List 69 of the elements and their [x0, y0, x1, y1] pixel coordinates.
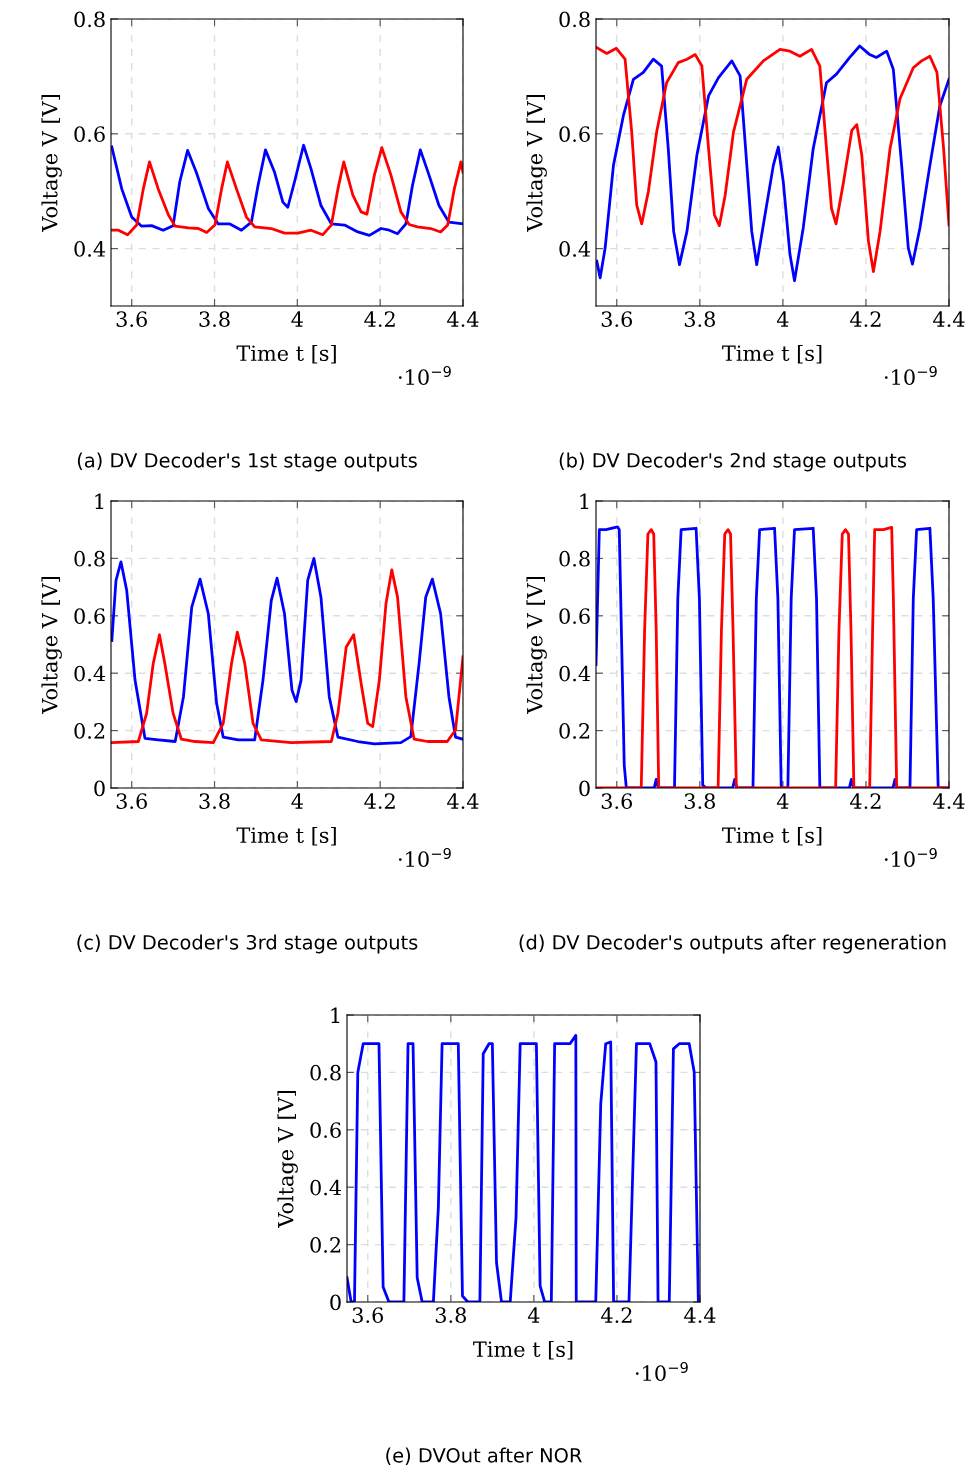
x-tick-label: 3.8: [684, 793, 715, 809]
x-tick-label: 3.6: [352, 1307, 384, 1323]
y-tick-label: 0.8: [559, 11, 590, 28]
y-tick-label: 0: [94, 780, 105, 797]
x-tick-label: 3.6: [601, 793, 633, 809]
y-tick-label: 0.4: [74, 241, 106, 257]
x-tick-label: 3.6: [116, 793, 147, 809]
y-tick-label: 0.4: [74, 665, 106, 682]
x-axis-title: Time t [s]: [236, 826, 336, 846]
x-tick-label: 4.4: [933, 793, 965, 809]
x-tick-label: 4: [776, 311, 789, 327]
y-axis-title: Voltage V [V]: [41, 577, 62, 714]
x-tick-label: 4.4: [447, 311, 479, 327]
text: (a) DV Decoder's 1st stage outputs: [77, 452, 417, 472]
y-tick-label: 0.8: [310, 1064, 341, 1081]
text: ·10$^{−9}$: [398, 365, 451, 386]
x-tick-label: 4.2: [850, 793, 881, 809]
y-tick-label: 0.6: [559, 126, 590, 143]
x-tick-label: 4: [527, 1307, 540, 1323]
y-tick-label: 0.4: [559, 241, 591, 257]
y-tick-label: 0: [579, 780, 590, 797]
y-tick-label: 0.2: [310, 1237, 341, 1253]
y-tick-label: 0.6: [74, 608, 105, 625]
x-tick-label: 4.2: [601, 1307, 632, 1323]
x-axis-title: Time t [s]: [236, 344, 336, 364]
y-tick-label: 0.4: [559, 665, 591, 682]
y-axis-title: Voltage V [V]: [526, 577, 547, 714]
x-tick-label: 4: [291, 311, 303, 327]
x-tick-label: 4: [291, 793, 303, 809]
y-tick-label: 0.2: [559, 723, 590, 739]
text: ·10$^{−9}$: [884, 365, 937, 386]
y-axis-title: Voltage V [V]: [41, 95, 62, 232]
text: ·10$^{−9}$: [635, 1361, 688, 1382]
x-tick-label: 4.4: [684, 1307, 716, 1323]
x-tick-label: 4.2: [364, 793, 395, 809]
y-tick-label: 0.2: [74, 723, 105, 739]
x-tick-label: 3.8: [199, 311, 230, 327]
x-tick-label: 4: [776, 793, 789, 809]
x-tick-label: 4.4: [933, 311, 965, 327]
x-axis-title: Time t [s]: [473, 1340, 573, 1360]
y-axis-title: Voltage V [V]: [277, 1091, 298, 1228]
y-tick-label: 0: [330, 1294, 341, 1311]
x-tick-label: 3.8: [684, 311, 715, 327]
y-tick-label: 0.8: [74, 550, 105, 567]
x-axis-title: Time t [s]: [722, 826, 822, 846]
x-tick-label: 3.8: [435, 1307, 466, 1323]
y-tick-label: 0.6: [310, 1122, 341, 1139]
y-tick-label: 1: [331, 1007, 340, 1023]
x-axis-title: Time t [s]: [722, 344, 822, 364]
text: (b) DV Decoder's 2nd stage outputs: [559, 452, 907, 472]
x-tick-label: 3.8: [199, 793, 230, 809]
x-tick-label: 4.2: [850, 311, 881, 327]
text: (e) DVOut after NOR: [386, 1447, 582, 1465]
x-tick-label: 4.2: [364, 311, 395, 327]
y-tick-label: 0.6: [74, 126, 105, 143]
y-tick-label: 1: [580, 493, 589, 509]
y-tick-label: 0.8: [559, 550, 590, 567]
y-tick-label: 0.8: [74, 11, 105, 28]
y-tick-label: 0.6: [559, 608, 590, 625]
y-tick-label: 0.4: [310, 1179, 342, 1196]
text: (d) DV Decoder's outputs after regeneration: [519, 934, 946, 954]
x-tick-label: 3.6: [601, 311, 633, 327]
x-tick-label: 3.6: [116, 311, 147, 327]
text: ·10$^{−9}$: [398, 847, 451, 868]
text: (c) DV Decoder's 3rd stage outputs: [77, 934, 418, 954]
y-axis-title: Voltage V [V]: [526, 95, 547, 232]
text: ·10$^{−9}$: [884, 847, 937, 868]
x-tick-label: 4.4: [447, 793, 479, 809]
y-tick-label: 1: [95, 493, 104, 509]
